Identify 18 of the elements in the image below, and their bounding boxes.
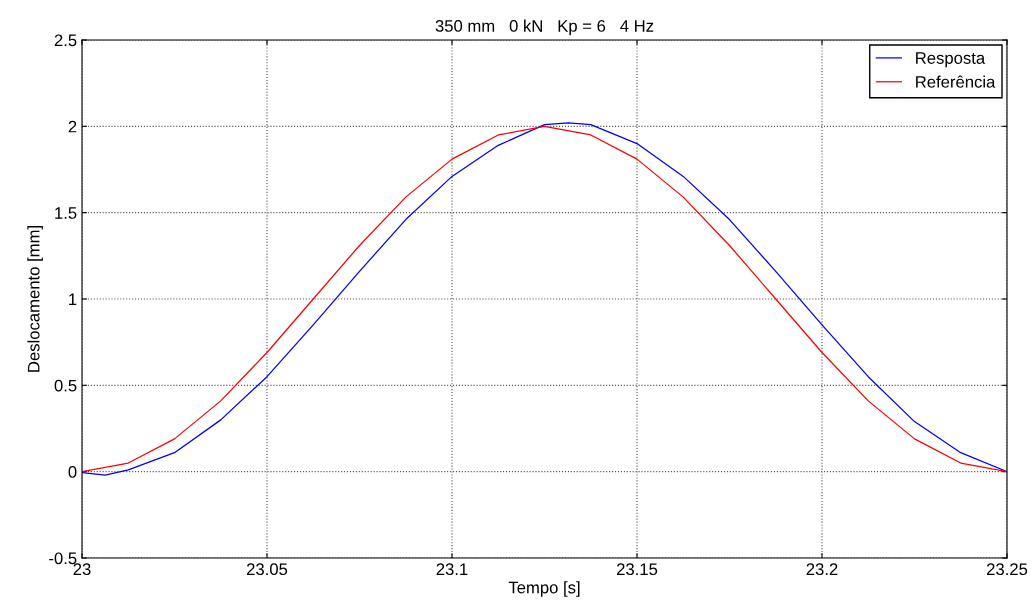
y-axis-title: Deslocamento [mm] — [27, 226, 43, 372]
x-tick-label: 23.2 — [806, 563, 838, 576]
x-axis-title: Tempo [s] — [508, 581, 580, 597]
y-tick-label: 2.5 — [54, 34, 77, 47]
y-tick-label: 0.5 — [54, 379, 77, 392]
legend-label: Resposta — [916, 52, 986, 68]
x-tick-label: 23.15 — [616, 563, 658, 576]
x-tick-label: 23.25 — [986, 563, 1028, 576]
x-tick-label: 23 — [73, 563, 91, 576]
y-tick-label: 2 — [68, 120, 77, 133]
y-tick-label: 0 — [68, 466, 77, 478]
y-tick-label: 1 — [69, 293, 77, 306]
legend-label: Referência — [916, 75, 996, 88]
chart-title: 350 mm 0 kN Kp = 6 4 Hz — [435, 19, 654, 36]
x-tick-label: 23.05 — [246, 563, 288, 576]
y-tick-label: -0.5 — [49, 552, 77, 565]
x-tick-label: 23.1 — [436, 563, 468, 576]
y-tick-label: 1.5 — [55, 207, 77, 219]
